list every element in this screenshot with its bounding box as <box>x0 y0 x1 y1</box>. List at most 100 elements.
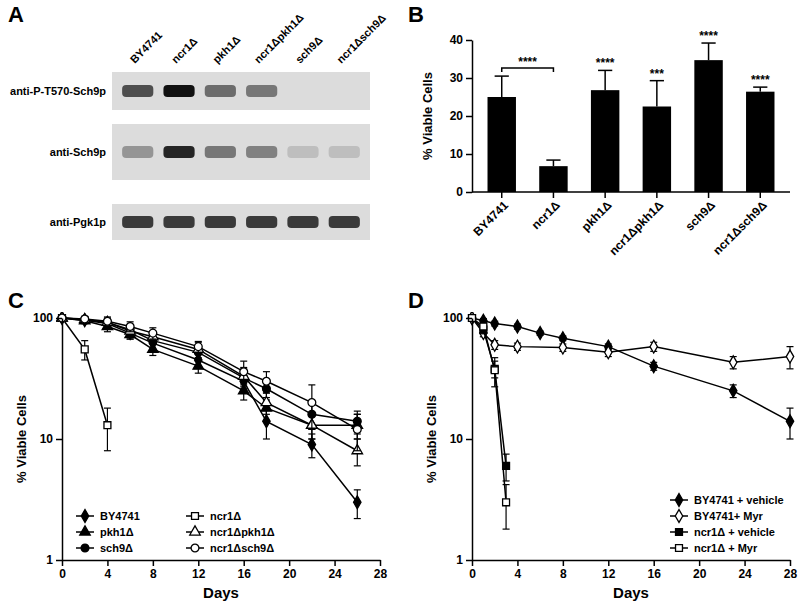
marker <box>81 314 88 327</box>
panel-label: C <box>8 288 24 313</box>
band <box>287 146 318 158</box>
figure: ABY4741ncr1Δpkh1Δncr1Δpkh1Δsch9Δncr1Δsch… <box>0 0 800 612</box>
tick-mark <box>56 560 62 562</box>
tick-label: 20 <box>283 567 297 581</box>
error-bar <box>149 328 156 339</box>
error-cap <box>308 438 315 439</box>
band <box>205 85 236 97</box>
error-cap <box>263 421 270 422</box>
tick: 0 <box>59 560 66 581</box>
figure-svg: ABY4741ncr1Δpkh1Δncr1Δpkh1Δsch9Δncr1Δsch… <box>0 0 800 612</box>
error-cap <box>308 429 315 430</box>
error-bar <box>503 485 510 530</box>
panel-label: A <box>8 2 24 27</box>
bar <box>591 90 619 192</box>
tick-label: ncr1Δ <box>529 198 563 232</box>
tick: 8 <box>560 560 567 581</box>
legend-item: pkh1Δ <box>76 526 134 538</box>
legend-label: pkh1Δ <box>100 526 134 538</box>
x-axis-title: Days <box>613 584 649 601</box>
tick-label: 10 <box>450 147 464 161</box>
legend-label: BY4741+ Myr <box>694 510 764 522</box>
legend-item: ncr1Δ <box>186 510 241 522</box>
error-bar <box>650 81 664 107</box>
band <box>329 85 360 97</box>
tick-label: 4 <box>515 567 522 581</box>
tick: 28 <box>374 560 388 581</box>
tick-mark <box>790 560 792 566</box>
significance-label: **** <box>699 29 718 43</box>
error-cap <box>308 384 315 385</box>
marker <box>79 314 90 323</box>
tick: 12 <box>602 560 616 581</box>
legend-label: ncr1Δpkh1Δ <box>210 526 275 538</box>
legend-marker <box>675 510 682 523</box>
tick: sch9Δ <box>683 192 719 234</box>
tick: 40 <box>450 33 472 47</box>
error-cap <box>354 411 361 412</box>
tick-label: 30 <box>450 71 464 85</box>
tick-mark <box>553 192 555 198</box>
tick-label: 8 <box>560 567 567 581</box>
tick: pkh1Δ <box>579 192 615 234</box>
tick-label: 12 <box>602 567 616 581</box>
series-line <box>472 318 790 421</box>
error-cap <box>503 454 510 455</box>
significance-label: *** <box>650 67 664 81</box>
tick: ncr1Δ <box>529 192 563 232</box>
tick-mark <box>107 560 109 566</box>
error-cap <box>240 388 247 389</box>
error-bar <box>195 342 202 357</box>
error-bar <box>104 408 111 451</box>
tick-mark <box>472 560 474 566</box>
marker <box>353 426 361 434</box>
error-cap <box>308 438 315 439</box>
marker <box>536 327 543 340</box>
blot-strip <box>112 124 370 180</box>
tick-mark <box>760 192 762 198</box>
error-line <box>107 408 108 451</box>
error-cap <box>149 349 156 350</box>
legend-item: ncr1Δpkh1Δ <box>186 526 275 538</box>
tick-label: 28 <box>374 567 388 581</box>
tick-mark <box>198 560 200 566</box>
tick-mark <box>56 318 62 320</box>
row-label: anti-P-T570-Sch9p <box>10 85 106 97</box>
legend-label: BY4741 <box>100 510 140 522</box>
bar <box>488 97 516 192</box>
tick: 100 <box>443 311 472 325</box>
error-cap <box>491 386 498 387</box>
lane-label: sch9Δ <box>293 34 325 66</box>
blot-strip <box>112 204 370 240</box>
significance-label: **** <box>751 73 770 87</box>
marker <box>263 377 271 385</box>
x-axis: BY4741ncr1Δpkh1Δncr1Δpkh1Δsch9Δncr1Δsch9… <box>470 192 790 258</box>
marker <box>650 340 657 353</box>
bar <box>694 60 722 192</box>
y-axis: 110100 <box>443 311 473 567</box>
error-line <box>656 81 658 107</box>
error-cap <box>503 484 510 485</box>
error-cap <box>503 529 510 530</box>
band <box>246 146 277 158</box>
tick: 0 <box>469 560 476 581</box>
tick-mark <box>56 439 62 441</box>
series-line <box>472 318 506 502</box>
error-cap <box>240 399 247 400</box>
legend-item: BY4741 + vehicle <box>670 494 784 507</box>
tick-mark <box>608 560 610 566</box>
tick-mark <box>380 560 382 566</box>
legend-marker <box>675 494 682 507</box>
legend: BY4741pkh1Δsch9Δncr1Δncr1Δpkh1Δncr1Δsch9… <box>76 510 275 554</box>
tick: 10 <box>450 432 472 446</box>
legend-marker <box>80 526 91 535</box>
axis-line <box>472 191 790 193</box>
marker <box>104 317 112 325</box>
error-bar <box>495 76 509 97</box>
y-axis: 110100 <box>33 311 63 567</box>
tick-mark <box>466 439 472 441</box>
tick-mark <box>289 560 291 566</box>
error-line <box>708 43 710 60</box>
error-cap <box>263 371 270 372</box>
error-cap <box>354 489 361 490</box>
